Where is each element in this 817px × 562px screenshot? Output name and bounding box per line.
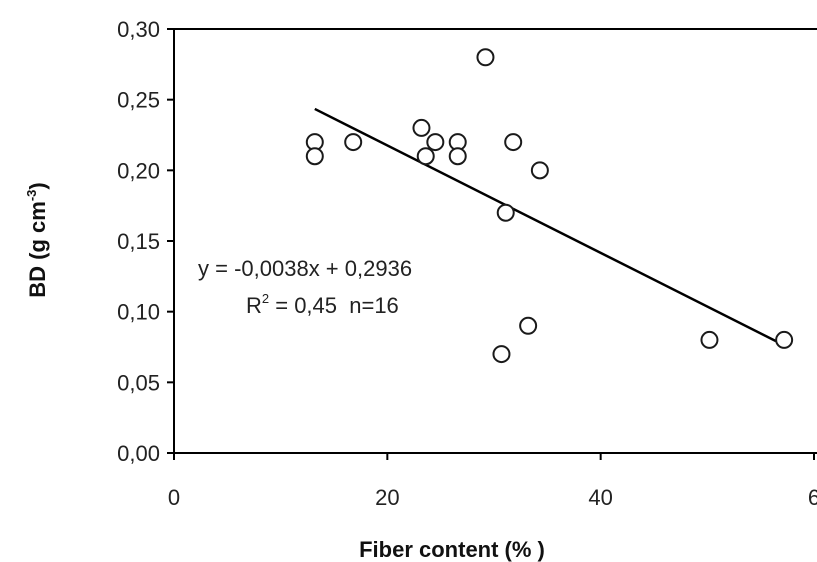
x-ticks: 0 20 40 6: [168, 453, 817, 510]
y-tick-label: 0,30: [117, 17, 160, 42]
r-squared-label: R2 = 0,45 n=16: [246, 291, 399, 318]
y-axis-title: BD (g cm-3): [24, 182, 50, 297]
y-tick-label: 0,20: [117, 158, 160, 183]
y-tick-label: 0,15: [117, 229, 160, 254]
data-point: [700, 330, 719, 349]
data-point: [448, 147, 467, 166]
y-ticks: 0,00 0,05 0,10 0,15 0,20 0,25 0,30: [117, 17, 174, 466]
y-tick-label: 0,25: [117, 88, 160, 113]
data-point: [344, 133, 363, 152]
r-squared-prefix: R: [246, 293, 262, 318]
r-squared-rest: = 0,45 n=16: [269, 293, 399, 318]
y-axis-title-main: BD (g cm: [25, 201, 50, 298]
r-squared-sup: 2: [262, 291, 269, 306]
y-tick-label: 0,00: [117, 441, 160, 466]
data-point: [496, 203, 515, 222]
x-tick-label: 6: [808, 485, 817, 510]
data-point: [416, 147, 435, 166]
axes: [173, 28, 817, 454]
data-point: [775, 330, 794, 349]
data-point: [504, 133, 523, 152]
equation-label: y = -0,0038x + 0,2936: [198, 256, 412, 281]
x-axis-title: Fiber content (% ): [359, 537, 545, 562]
y-tick-label: 0,05: [117, 370, 160, 395]
y-axis-title-close: ): [25, 182, 50, 189]
x-tick-label: 40: [588, 485, 612, 510]
data-point: [476, 48, 495, 67]
data-point: [530, 161, 549, 180]
x-tick-label: 20: [375, 485, 399, 510]
data-points: [305, 48, 794, 364]
data-point: [492, 345, 511, 364]
data-point: [412, 118, 431, 137]
data-point: [305, 147, 324, 166]
trendline-group: [314, 107, 785, 347]
trendline: [314, 107, 785, 347]
y-tick-label: 0,10: [117, 300, 160, 325]
data-point: [519, 316, 538, 335]
y-axis-title-sup: -3: [24, 190, 39, 202]
data-point: [426, 133, 445, 152]
x-tick-label: 0: [168, 485, 180, 510]
